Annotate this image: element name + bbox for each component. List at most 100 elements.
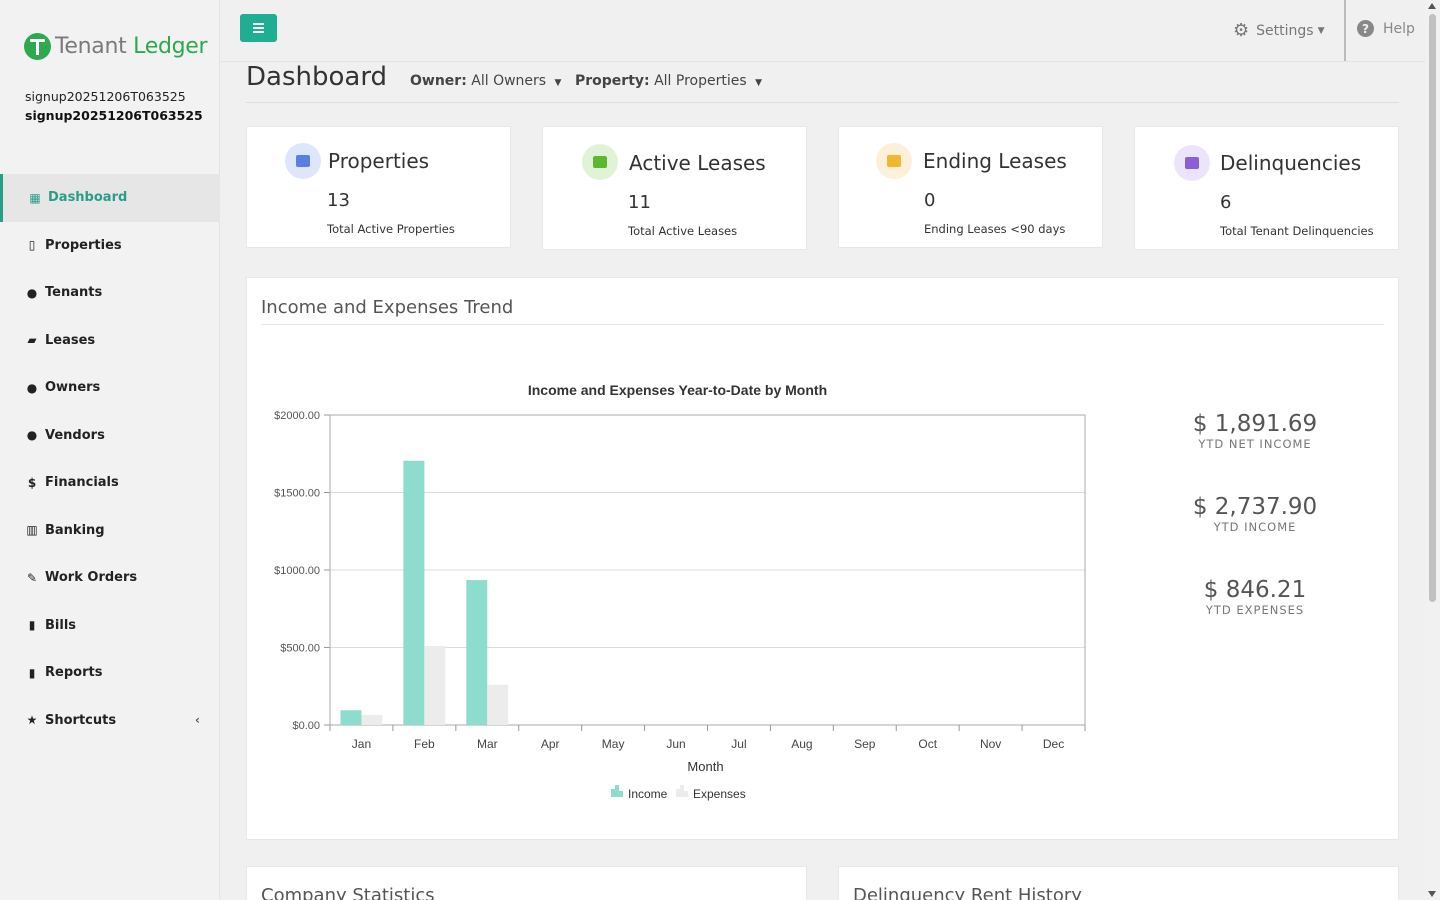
card-subtitle: Total Active Properties [327,222,455,236]
sidebar-item-label: Properties [45,237,122,253]
properties-card[interactable]: Properties 13 Total Active Properties [246,126,511,248]
bank-icon: ▥ [26,523,38,538]
sidebar-toggle-button[interactable] [240,14,277,42]
x-tick-label: Nov [980,737,1001,751]
sidebar-item-bills[interactable]: ▮ Bills [0,602,220,650]
owner-filter[interactable]: Owner: All Owners ▼ [410,73,561,89]
chevron-left-icon[interactable]: ‹ [195,713,200,728]
users-icon: ● [26,428,38,443]
sidebar-item-label: Leases [45,332,96,348]
sidebar-item-properties[interactable]: ▯ Properties [0,222,220,270]
calendar-x-icon [1174,145,1210,181]
sidebar-item-shortcuts[interactable]: ★ Shortcuts ‹ [0,697,220,745]
card-subtitle: Total Active Leases [628,224,738,238]
building-icon-glyph [296,155,310,167]
folder-outline-icon-glyph [887,155,901,167]
settings-label: Settings [1256,22,1314,39]
scroll-down-arrow-icon[interactable] [1428,891,1436,897]
y-tick-label: $500.00 [280,643,320,655]
sidebar-item-label: Banking [45,522,105,538]
income-expenses-chart: Income and Expenses Year-to-Date by Mont… [274,382,1086,801]
sidebar-item-vendors[interactable]: ● Vendors [0,412,220,460]
income-expenses-panel: Income and Expenses Trend [246,277,1399,840]
bar-income-mar [466,580,488,725]
dollar-icon: $ [27,475,37,490]
legend-swatch-income [619,791,623,797]
sidebar-item-work-orders[interactable]: ✎ Work Orders [0,554,220,602]
property-filter[interactable]: Property: All Properties ▼ [575,73,762,89]
page-scrollbar[interactable] [1425,0,1440,900]
panel-title: Company Statistics [261,885,435,900]
building-icon [285,143,321,179]
legend-swatch-expenses [676,789,680,797]
ytd-net-income-value: $ 1,891.69 [1192,411,1318,437]
sidebar-item-label: Financials [45,475,119,491]
menu-bar [253,23,264,25]
legend-label: Income [628,787,668,801]
folder-open-icon: ▰ [27,333,37,348]
scrollbar-thumb[interactable] [1429,14,1436,602]
legend-swatch-income [615,785,619,797]
panel-title: Delinquency Rent History [853,885,1082,900]
property-filter-value: All Properties [654,73,747,89]
sidebar-item-label: Tenants [45,285,103,301]
card-title: Properties [328,149,430,173]
y-tick-label: $1000.00 [274,565,320,577]
x-tick-label: Jun [666,737,685,751]
ytd-expenses-value: $ 846.21 [1203,577,1307,603]
card-value: 11 [628,192,651,213]
ending-leases-card[interactable]: Ending Leases 0 Ending Leases <90 days [838,126,1103,248]
sidebar-item-tenants[interactable]: ● Tenants [0,269,220,317]
property-filter-label: Property: [575,73,650,89]
sidebar-item-financials[interactable]: $ Financials [0,459,220,507]
sidebar-item-label: Reports [45,665,103,681]
help-link[interactable]: ? Help [1357,20,1415,37]
x-tick-label: May [602,737,625,751]
sidebar-item-label: Shortcuts [45,712,117,728]
calendar-x-icon-glyph [1185,157,1199,169]
ytd-income-label: YTD INCOME [1213,520,1297,534]
ytd-income: $ 2,737.90 YTD INCOME [1175,494,1335,534]
sidebar-item-label: Vendors [45,427,105,443]
sidebar-item-banking[interactable]: ▥ Banking [0,507,220,555]
user-name: signup20251206T063525 [25,89,186,104]
card-value: 6 [1220,192,1232,213]
x-tick-label: Jan [352,737,371,751]
delinquencies-card[interactable]: Delinquencies 6 Total Tenant Delinquenci… [1134,126,1399,250]
x-tick-label: Oct [918,737,937,751]
owner-filter-value: All Owners [471,73,547,89]
menu-bar [253,31,264,33]
company-statistics-panel: Company Statistics [246,866,807,900]
company-name: signup20251206T063525 [25,108,203,123]
topbar-border [221,61,1425,62]
folder-icon-glyph [593,156,607,168]
x-tick-label: Sep [854,737,876,751]
card-title: Active Leases [629,151,766,175]
legend-label: Expenses [693,787,746,801]
card-title: Delinquencies [1220,151,1362,175]
active-leases-card[interactable]: Active Leases 11 Total Active Leases [542,126,807,250]
card-subtitle: Ending Leases <90 days [924,222,1066,236]
panel-divider [261,324,1384,325]
sidebar-nav: ▦ Dashboard ▯ Properties ● Tenants ▰ Leases ● Own… [0,174,220,744]
sidebar-item-leases[interactable]: ▰ Leases [0,317,220,365]
sidebar-item-reports[interactable]: ▮ Reports [0,649,220,697]
ytd-expenses-label: YTD EXPENSES [1205,603,1305,617]
bar-income-feb [403,460,425,725]
logo-icon [24,33,51,60]
sidebar-item-dashboard[interactable]: ▦ Dashboard [0,174,220,222]
ytd-expenses: $ 846.21 YTD EXPENSES [1175,577,1335,617]
sidebar-item-owners[interactable]: ● Owners [0,364,220,412]
app-logo[interactable]: Tenant Ledger [24,33,208,60]
header-divider [246,102,1399,103]
ytd-income-value: $ 2,737.90 [1192,494,1318,520]
building-icon: ▯ [28,238,36,253]
users-icon: ● [26,380,38,395]
page-title: Dashboard [246,62,388,92]
settings-dropdown[interactable]: ⚙ Settings ▼ [1233,20,1324,41]
x-tick-label: Feb [414,737,435,751]
star-icon: ★ [26,713,38,728]
caret-down-icon: ▼ [554,78,562,88]
scroll-up-arrow-icon[interactable] [1428,3,1436,9]
card-value: 0 [924,190,936,211]
